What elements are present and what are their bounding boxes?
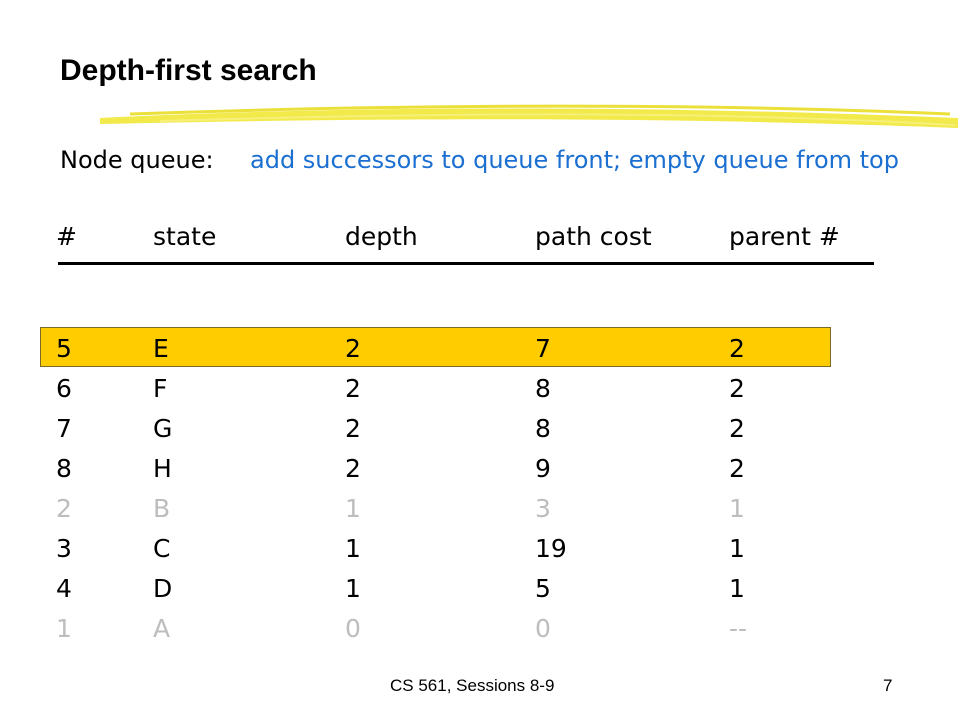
cell-path-cost: 7: [535, 334, 551, 363]
cell-parent: 1: [729, 574, 745, 603]
cell-number: 2: [56, 494, 72, 523]
cell-state: B: [153, 494, 171, 523]
cell-number: 6: [56, 374, 72, 403]
table-row: 8 H 2 9 2: [0, 447, 960, 487]
cell-state: D: [153, 574, 173, 603]
title-underline-brush: [100, 104, 958, 128]
table-row: 6 F 2 8 2: [0, 367, 960, 407]
cell-path-cost: 9: [535, 454, 551, 483]
table-row: 1 A 0 0 --: [0, 607, 960, 647]
node-queue-rule: add successors to queue front; empty que…: [250, 146, 899, 174]
cell-depth: 2: [345, 374, 361, 403]
cell-path-cost: 8: [535, 414, 551, 443]
cell-depth: 0: [345, 614, 361, 643]
cell-depth: 2: [345, 454, 361, 483]
table-row: 3 C 1 19 1: [0, 527, 960, 567]
cell-parent: 2: [729, 334, 745, 363]
cell-number: 8: [56, 454, 72, 483]
cell-parent: --: [729, 614, 748, 643]
cell-path-cost: 3: [535, 494, 551, 523]
cell-parent: 1: [729, 534, 745, 563]
cell-path-cost: 19: [535, 534, 567, 563]
cell-state: G: [153, 414, 173, 443]
cell-number: 5: [56, 334, 72, 363]
column-header-state: state: [153, 222, 217, 251]
cell-parent: 1: [729, 494, 745, 523]
column-header-number: #: [56, 222, 77, 251]
current-node-highlight: [40, 327, 831, 367]
cell-state: H: [153, 454, 172, 483]
cell-number: 7: [56, 414, 72, 443]
table-row: 7 G 2 8 2: [0, 407, 960, 447]
cell-parent: 2: [729, 414, 745, 443]
cell-number: 3: [56, 534, 72, 563]
cell-path-cost: 5: [535, 574, 551, 603]
cell-parent: 2: [729, 454, 745, 483]
page-number: 7: [883, 676, 893, 695]
header-divider: [58, 262, 874, 265]
table-row: 4 D 1 5 1: [0, 567, 960, 607]
cell-number: 1: [56, 614, 72, 643]
cell-parent: 2: [729, 374, 745, 403]
cell-depth: 2: [345, 334, 361, 363]
column-header-path-cost: path cost: [535, 222, 652, 251]
cell-state: E: [153, 334, 169, 363]
column-header-depth: depth: [345, 222, 418, 251]
node-queue-label: Node queue:: [60, 146, 214, 174]
cell-depth: 1: [345, 494, 361, 523]
cell-depth: 1: [345, 534, 361, 563]
cell-state: C: [153, 534, 171, 563]
cell-number: 4: [56, 574, 72, 603]
cell-depth: 1: [345, 574, 361, 603]
cell-depth: 2: [345, 414, 361, 443]
cell-state: A: [153, 614, 171, 643]
cell-path-cost: 8: [535, 374, 551, 403]
table-row: 2 B 1 3 1: [0, 487, 960, 527]
table-row: 5 E 2 7 2: [0, 327, 960, 367]
slide-title: Depth-first search: [60, 54, 317, 87]
cell-path-cost: 0: [535, 614, 551, 643]
cell-state: F: [153, 374, 168, 403]
column-header-parent: parent #: [729, 222, 840, 251]
footer-course: CS 561, Sessions 8-9: [390, 676, 555, 695]
